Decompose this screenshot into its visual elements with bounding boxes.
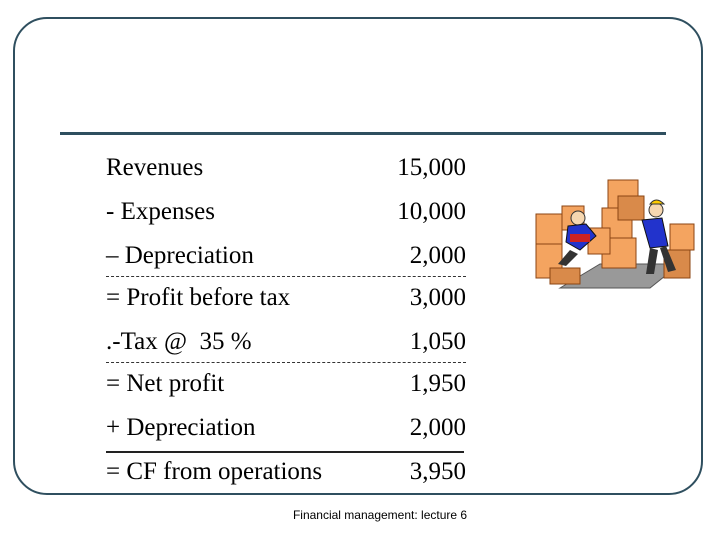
row-label: = CF from operations — [106, 458, 323, 485]
title-divider — [60, 132, 666, 135]
row-profit-before-tax: = Profit before tax 3,000 — [106, 278, 466, 318]
row-value: 15,000 — [397, 154, 466, 181]
row-label: Revenues — [106, 154, 204, 181]
row-value: 1,050 — [409, 328, 466, 355]
row-value: 2,000 — [409, 414, 466, 441]
row-expenses: - Expenses 10,000 — [106, 192, 466, 232]
row-value: 1,950 — [409, 370, 466, 397]
dashed-divider — [106, 276, 466, 277]
row-label: = Profit before tax — [106, 284, 291, 311]
row-label: - Expenses — [106, 198, 215, 225]
row-depreciation: – Depreciation 2,000 — [106, 236, 466, 276]
row-label: + Depreciation — [106, 414, 256, 441]
row-net-profit: = Net profit 1,950 — [106, 364, 466, 404]
dashed-divider — [106, 362, 466, 363]
row-label: = Net profit — [106, 370, 225, 397]
slide-frame — [13, 17, 703, 495]
row-cf-from-operations: = CF from operations 3,950 — [106, 452, 466, 492]
row-revenues: Revenues 15,000 — [106, 148, 466, 188]
row-value: 2,000 — [409, 242, 466, 269]
footer-text: Financial management: lecture 6 — [292, 508, 468, 522]
row-value: 3,000 — [409, 284, 466, 311]
solid-divider — [106, 451, 464, 453]
row-label: .-Tax @ 35 % — [106, 328, 252, 355]
row-value: 10,000 — [397, 198, 466, 225]
row-tax: .-Tax @ 35 % 1,050 — [106, 322, 466, 362]
row-value: 3,950 — [409, 458, 466, 485]
row-add-depreciation: + Depreciation 2,000 — [106, 408, 466, 448]
workers-moving-boxes-icon — [530, 176, 706, 296]
row-label: – Depreciation — [106, 242, 254, 269]
